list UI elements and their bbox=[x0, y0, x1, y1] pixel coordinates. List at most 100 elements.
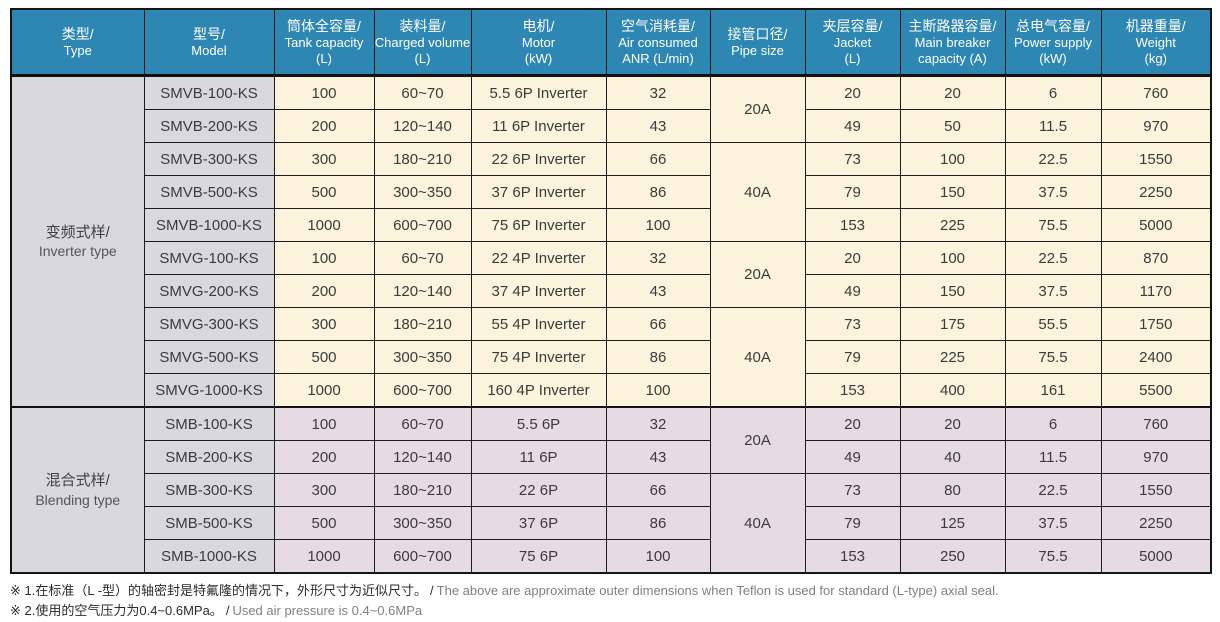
motor-cell: 22 4P Inverter bbox=[470, 241, 607, 275]
motor-cell: 5.5 6P Inverter bbox=[470, 75, 607, 110]
power-supply-cell: 75.5 bbox=[1004, 340, 1102, 374]
model-cell: SMVG-1000-KS bbox=[143, 373, 275, 408]
spec-table: 类型/ Type 型号/ Model 筒体全容量/ Tank capacity … bbox=[10, 8, 1212, 574]
header-zh: 类型/ bbox=[61, 25, 94, 42]
jacket-cell: 153 bbox=[804, 208, 901, 242]
footnote-1-zh: ※ 1.在标准（L -型）的轴密封是特氟隆的情况下，外形尺寸为近似尺寸。 bbox=[10, 583, 428, 598]
footnote-2: ※ 2.使用的空气压力为0.4~0.6MPa。 / Used air pressur… bbox=[10, 601, 1210, 621]
power-supply-cell: 75.5 bbox=[1004, 539, 1102, 574]
weight-cell: 5500 bbox=[1100, 373, 1212, 408]
weight-cell: 760 bbox=[1100, 75, 1212, 110]
table-row: SMVB-500-KS 500 300~350 37 6P Inverter 86 79 1… bbox=[11, 175, 1212, 209]
power-supply-cell: 22.5 bbox=[1004, 241, 1102, 275]
breaker-cell: 175 bbox=[899, 307, 1006, 341]
model-cell: SMB-1000-KS bbox=[143, 539, 275, 574]
model-cell: SMVB-100-KS bbox=[143, 75, 275, 110]
air-consumed-cell: 43 bbox=[605, 440, 711, 474]
motor-cell: 22 6P bbox=[470, 473, 607, 507]
breaker-cell: 50 bbox=[899, 109, 1006, 143]
jacket-cell: 73 bbox=[804, 473, 901, 507]
header-zh: 型号/ bbox=[193, 25, 225, 42]
footnote-1-separator: / bbox=[430, 583, 434, 598]
charged-volume-cell: 180~210 bbox=[373, 473, 472, 507]
charged-volume-cell: 60~70 bbox=[373, 75, 472, 110]
motor-cell: 75 6P bbox=[470, 539, 607, 574]
motor-cell: 37 6P Inverter bbox=[470, 175, 607, 209]
power-supply-cell: 22.5 bbox=[1004, 473, 1102, 507]
tank-capacity-cell: 200 bbox=[273, 274, 375, 308]
charged-volume-cell: 60~70 bbox=[373, 241, 472, 275]
air-consumed-cell: 66 bbox=[605, 307, 711, 341]
charged-volume-cell: 300~350 bbox=[373, 340, 472, 374]
breaker-cell: 125 bbox=[899, 506, 1006, 540]
motor-cell: 75 4P Inverter bbox=[470, 340, 607, 374]
motor-cell: 75 6P Inverter bbox=[470, 208, 607, 242]
type-cell: 混合式样/Blending type bbox=[10, 406, 145, 574]
weight-cell: 970 bbox=[1100, 440, 1212, 474]
model-cell: SMVB-200-KS bbox=[143, 109, 275, 143]
header-en: Motor bbox=[521, 34, 556, 50]
model-cell: SMB-300-KS bbox=[143, 473, 275, 507]
pipe-size-cell: 20A bbox=[709, 75, 806, 143]
header-zh: 电机/ bbox=[522, 17, 555, 34]
table-row: SMB-500-KS 500 300~350 37 6P 86 79 125 37.5 2250 bbox=[11, 506, 1212, 540]
header-zh: 装料量/ bbox=[399, 17, 446, 34]
charged-volume-cell: 120~140 bbox=[373, 274, 472, 308]
breaker-cell: 400 bbox=[899, 373, 1006, 408]
air-consumed-cell: 32 bbox=[605, 241, 711, 275]
header-unit: ANR (L/min) bbox=[622, 51, 694, 67]
breaker-cell: 250 bbox=[899, 539, 1006, 574]
weight-cell: 2250 bbox=[1100, 506, 1212, 540]
footnote-1: ※ 1.在标准（L -型）的轴密封是特氟隆的情况下，外形尺寸为近似尺寸。 / The… bbox=[10, 581, 1210, 601]
weight-cell: 1550 bbox=[1100, 473, 1212, 507]
charged-volume-cell: 600~700 bbox=[373, 373, 472, 408]
model-cell: SMVB-300-KS bbox=[143, 142, 275, 176]
header-unit: (L) bbox=[316, 51, 332, 67]
air-consumed-cell: 100 bbox=[605, 208, 711, 242]
col-header-power-supply: 总电气容量/ Power supply (kW) bbox=[1004, 8, 1102, 77]
charged-volume-cell: 180~210 bbox=[373, 142, 472, 176]
jacket-cell: 49 bbox=[804, 109, 901, 143]
jacket-cell: 153 bbox=[804, 373, 901, 408]
charged-volume-cell: 600~700 bbox=[373, 539, 472, 574]
tank-capacity-cell: 1000 bbox=[273, 208, 375, 242]
jacket-cell: 73 bbox=[804, 142, 901, 176]
header-zh: 机器重量/ bbox=[1125, 17, 1186, 34]
tank-capacity-cell: 100 bbox=[273, 406, 375, 441]
power-supply-cell: 22.5 bbox=[1004, 142, 1102, 176]
col-header-pipe-size: 接管口径/ Pipe size bbox=[709, 8, 806, 77]
header-en: Air consumed bbox=[618, 34, 698, 50]
header-en: Power supply bbox=[1013, 34, 1093, 50]
air-consumed-cell: 66 bbox=[605, 473, 711, 507]
breaker-cell: 225 bbox=[899, 208, 1006, 242]
table-row: SMB-300-KS 300 180~210 22 6P 66 40A 73 80 22.5 15… bbox=[11, 473, 1212, 574]
model-cell: SMVG-200-KS bbox=[143, 274, 275, 308]
power-supply-cell: 37.5 bbox=[1004, 506, 1102, 540]
tank-capacity-cell: 300 bbox=[273, 307, 375, 341]
weight-cell: 870 bbox=[1100, 241, 1212, 275]
air-consumed-cell: 32 bbox=[605, 75, 711, 110]
header-en: Type bbox=[63, 42, 92, 58]
header-en: Pipe size bbox=[731, 42, 784, 58]
breaker-cell: 80 bbox=[899, 473, 1006, 507]
model-cell: SMVB-1000-KS bbox=[143, 208, 275, 242]
air-consumed-cell: 43 bbox=[605, 274, 711, 308]
tank-capacity-cell: 100 bbox=[273, 75, 375, 110]
air-consumed-cell: 86 bbox=[605, 340, 711, 374]
tank-capacity-cell: 200 bbox=[273, 109, 375, 143]
col-header-jacket: 夹层容量/ Jacket (L) bbox=[804, 8, 901, 77]
header-en: Tank capacity bbox=[284, 34, 364, 50]
header-en: Weight bbox=[1135, 34, 1176, 50]
jacket-cell: 49 bbox=[804, 440, 901, 474]
table-row: SMVG-500-KS 500 300~350 75 4P Inverter 86 79 2… bbox=[11, 340, 1212, 374]
model-cell: SMB-100-KS bbox=[143, 406, 275, 441]
jacket-cell: 20 bbox=[804, 241, 901, 275]
motor-cell: 11 6P Inverter bbox=[470, 109, 607, 143]
footnote-1-en: The above are approximate outer dimensio… bbox=[436, 583, 999, 598]
col-header-model: 型号/ Model bbox=[143, 8, 275, 77]
header-zh: 总电气容量/ bbox=[1016, 17, 1090, 34]
col-header-motor: 电机/ Motor (kW) bbox=[470, 8, 607, 77]
power-supply-cell: 55.5 bbox=[1004, 307, 1102, 341]
table-row: SMVG-1000-KS 1000 600~700 160 4P Inverter 10… bbox=[11, 373, 1212, 408]
